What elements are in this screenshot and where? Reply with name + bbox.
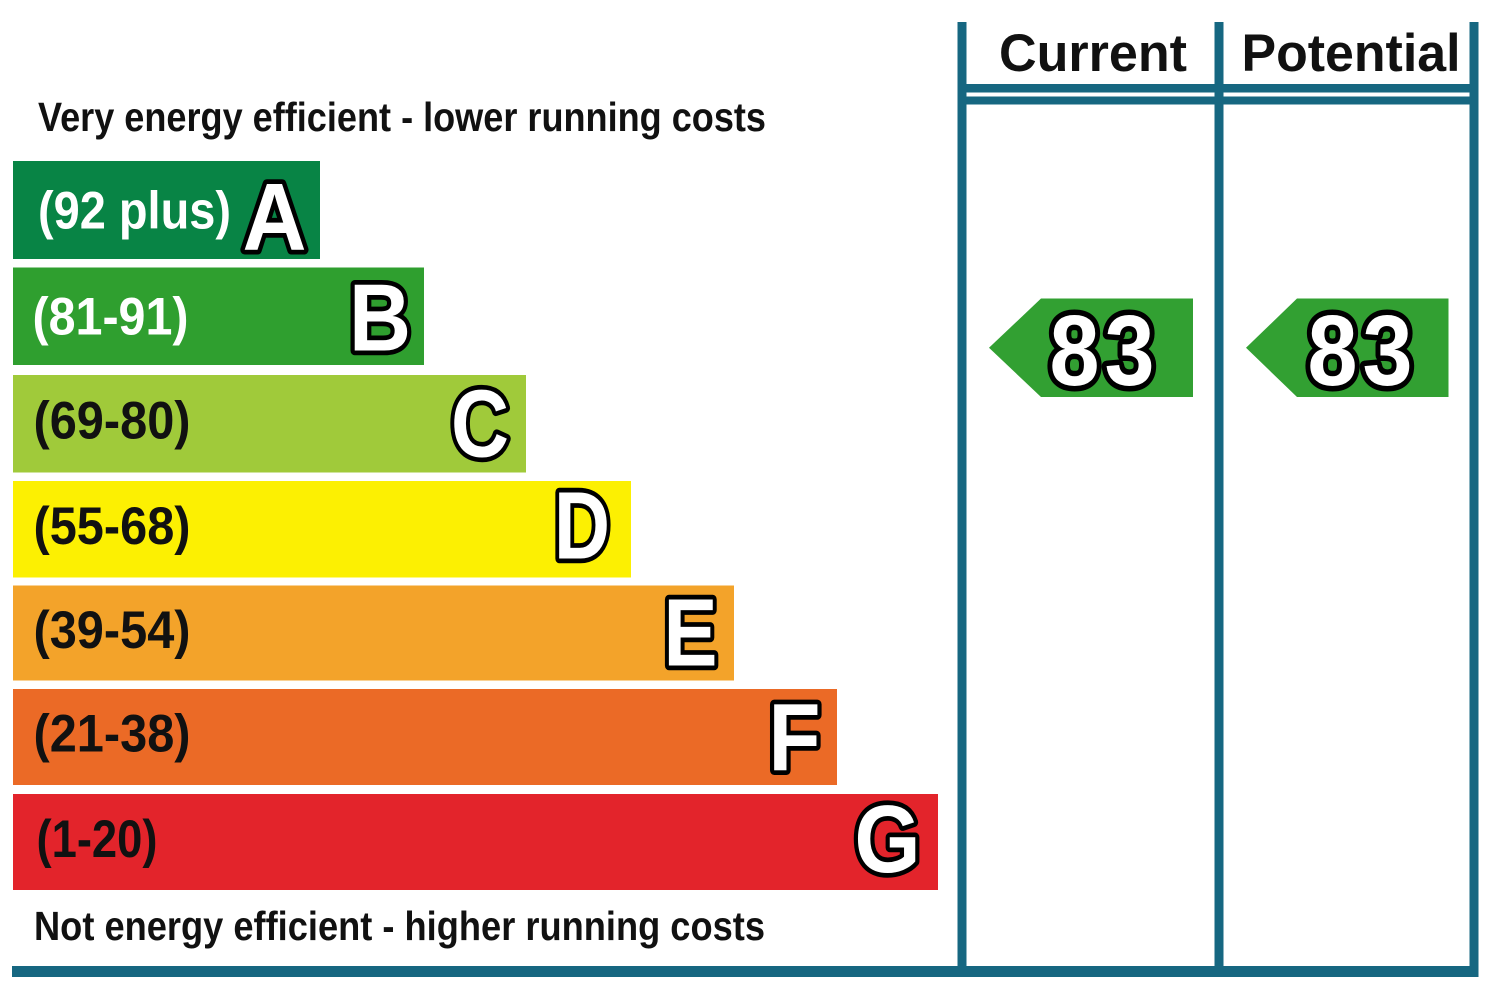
svg-text:(69-80): (69-80): [34, 392, 191, 451]
svg-text:(1-20): (1-20): [37, 810, 158, 869]
svg-text:(39-54): (39-54): [34, 601, 191, 660]
svg-text:B: B: [349, 265, 411, 372]
svg-text:8: 8: [1050, 295, 1100, 407]
svg-text:(55-68): (55-68): [34, 497, 191, 556]
svg-text:C: C: [451, 371, 509, 478]
svg-text:(21-38): (21-38): [34, 705, 191, 764]
svg-text:(92 plus): (92 plus): [38, 182, 231, 241]
svg-text:Potential: Potential: [1242, 24, 1461, 83]
svg-text:(81-91): (81-91): [33, 288, 189, 347]
svg-text:3: 3: [1363, 295, 1413, 407]
svg-text:F: F: [769, 684, 821, 791]
svg-text:D: D: [554, 473, 610, 580]
svg-text:8: 8: [1308, 295, 1358, 407]
svg-text:Very energy efficient - lower: Very energy efficient - lower running co…: [38, 94, 766, 140]
svg-text:A: A: [243, 164, 307, 271]
svg-text:G: G: [855, 786, 921, 893]
svg-text:E: E: [664, 580, 718, 687]
svg-text:Not energy efficient - higher: Not energy efficient - higher running co…: [34, 903, 765, 949]
svg-text:3: 3: [1105, 295, 1155, 407]
svg-text:Current: Current: [999, 24, 1187, 83]
